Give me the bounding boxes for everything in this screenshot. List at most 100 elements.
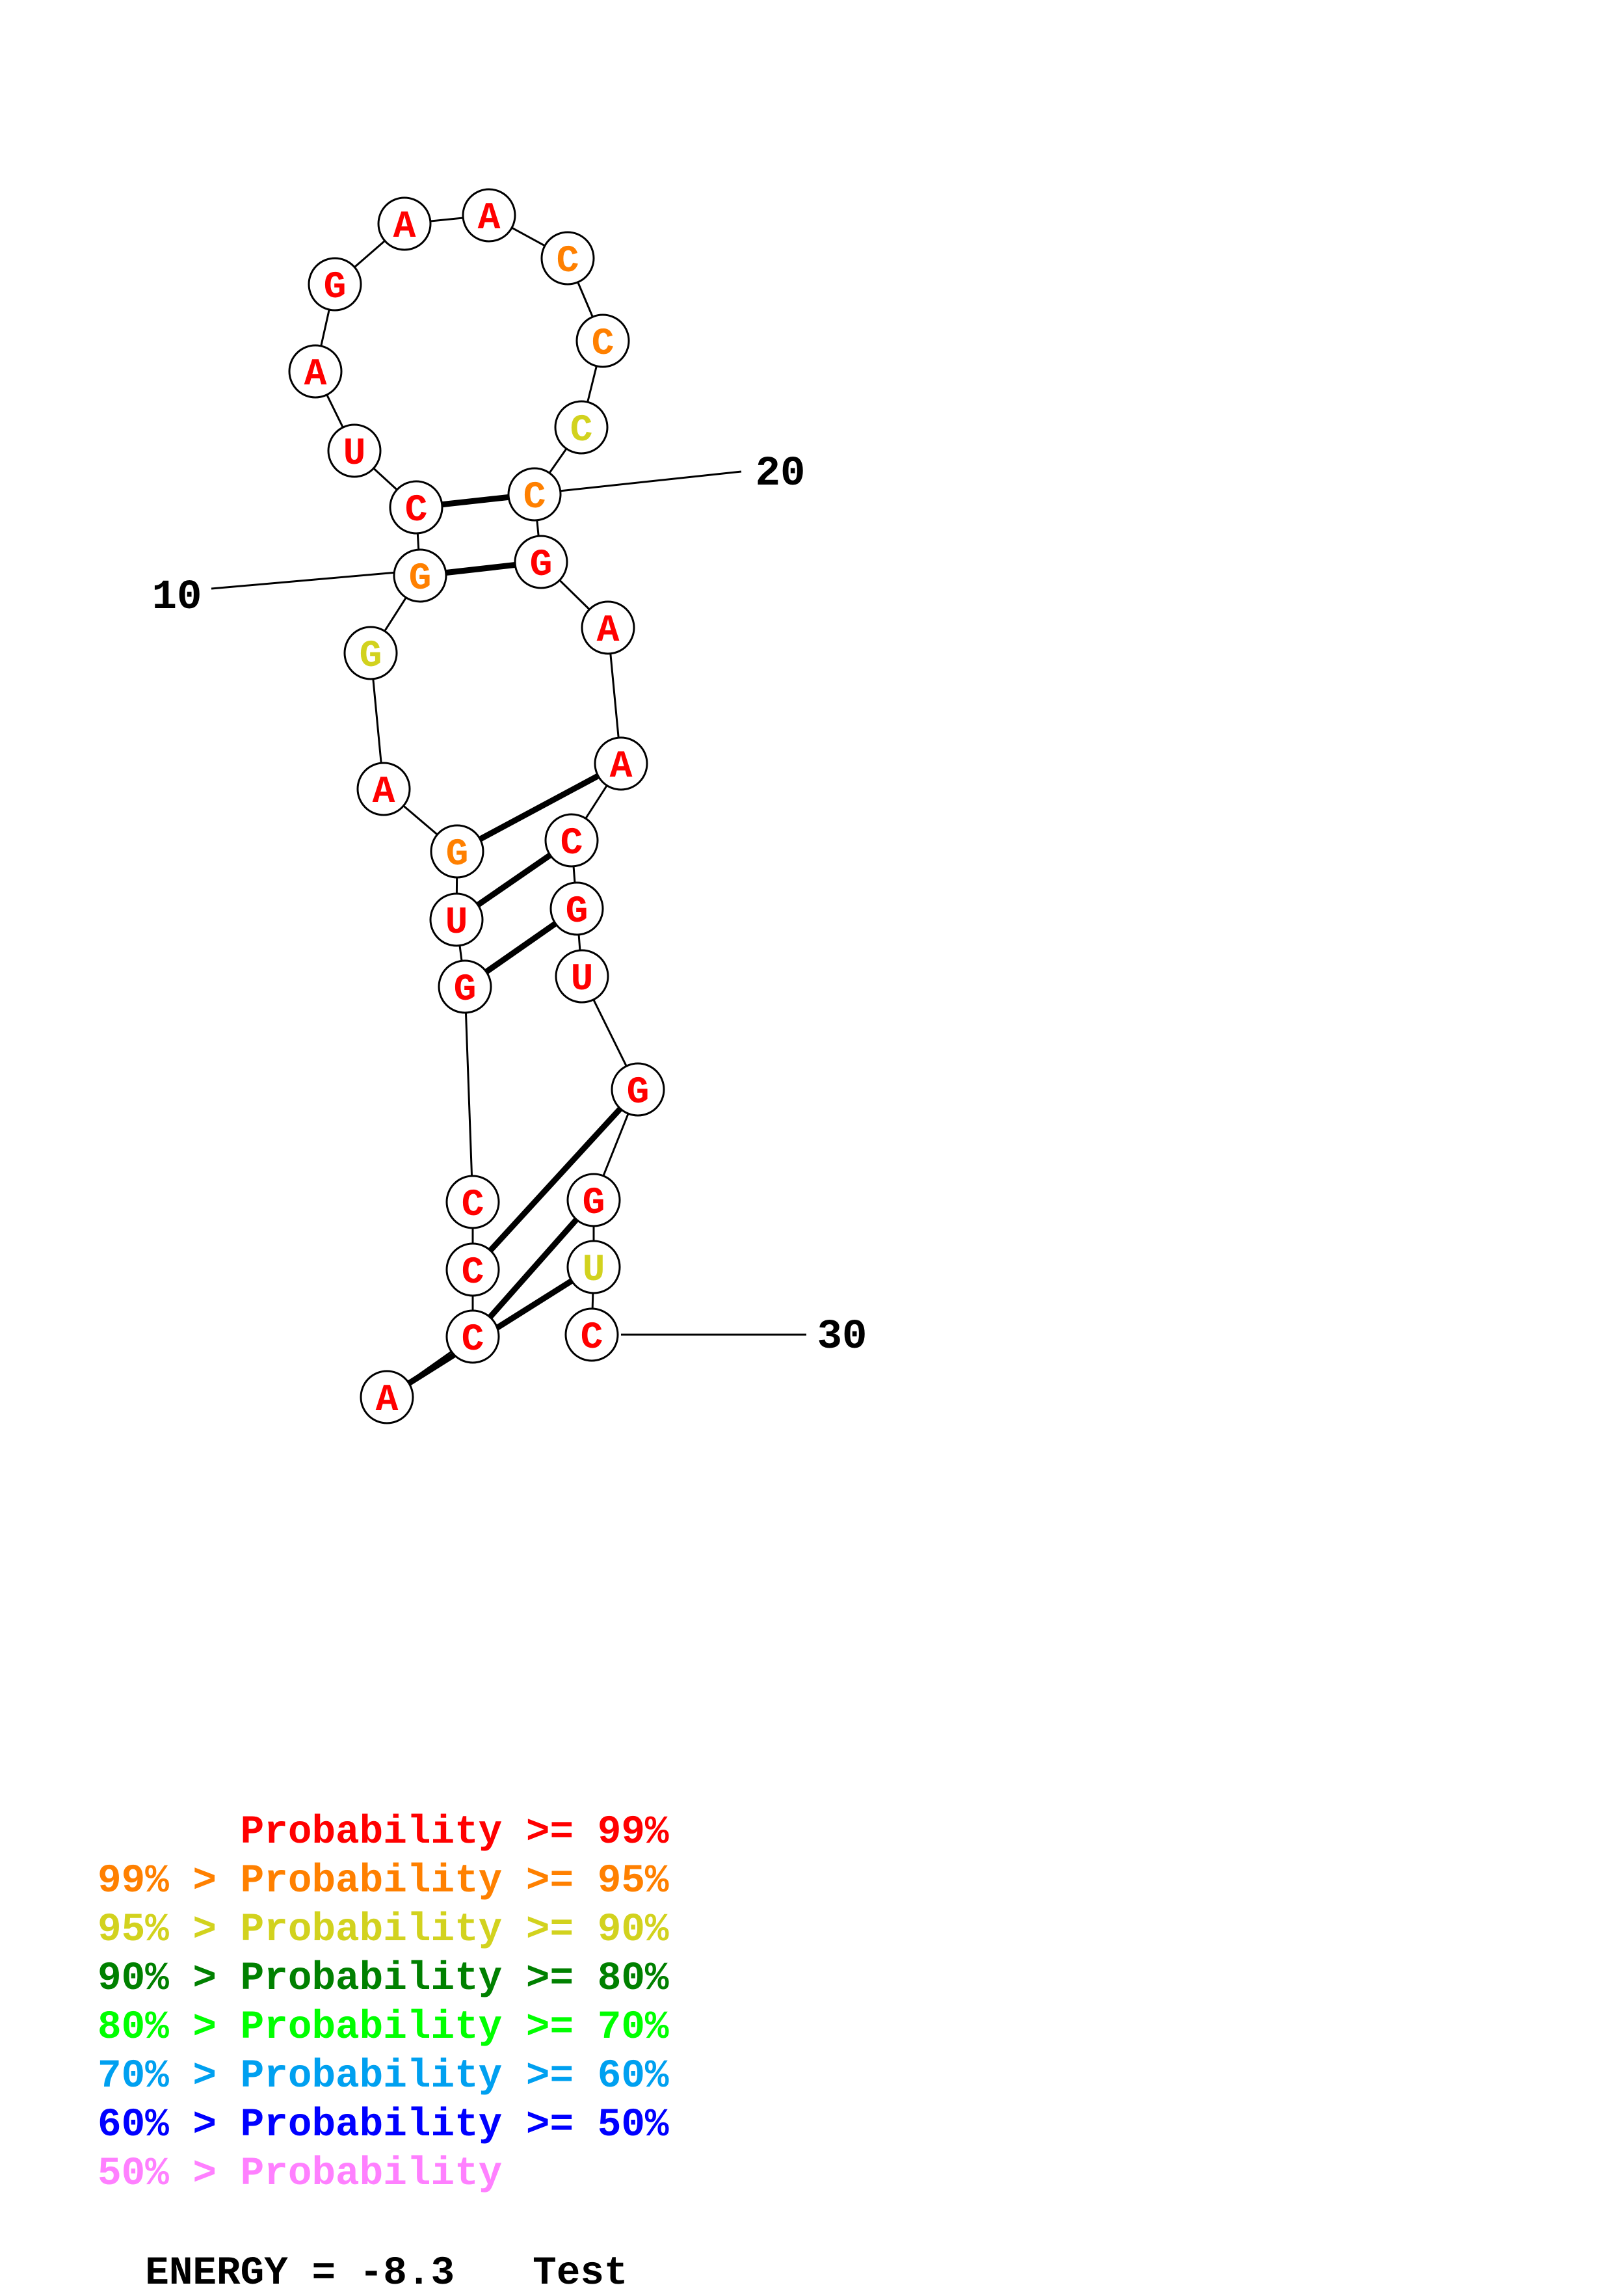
energy-footer: ENERGY = -8.3 Test (98, 2206, 628, 2296)
nucleotide-circle (514, 535, 568, 589)
nucleotide-circle (566, 1240, 621, 1294)
nucleotide-letter: C (581, 1317, 603, 1359)
legend-prefix: 50% > (98, 2152, 241, 2196)
nucleotide-letter: G (583, 1182, 605, 1225)
nucleotide-letter: U (571, 959, 594, 1001)
nucleotide: A (356, 762, 411, 816)
structure-title: Test (533, 2251, 628, 2296)
nucleotide: C (540, 231, 595, 286)
nucleotide-circle (308, 257, 362, 312)
legend-prefix: 70% > (98, 2054, 241, 2099)
legend-prefix: 90% > (98, 1956, 241, 2001)
nucleotide-letter: G (324, 267, 347, 309)
legend-row: 99% > Probability >= 95% (98, 1857, 669, 1906)
nucleotide-circle (288, 344, 343, 399)
nucleotide-letter: G (409, 558, 432, 600)
nucleotide: A (581, 600, 635, 655)
nucleotide: G (308, 257, 362, 312)
nucleotide-letter: G (454, 969, 477, 1011)
nucleotide-circle (343, 626, 398, 680)
nucleotide: C (564, 1307, 619, 1362)
nucleotide-letter: C (462, 1319, 484, 1361)
nucleotide: C (575, 314, 630, 368)
legend-row: 60% > Probability >= 50% (98, 2101, 669, 2150)
nucleotide: G (438, 959, 492, 1014)
nucleotide: A (462, 188, 516, 243)
nucleotide-circle (360, 1370, 414, 1424)
legend-label: Probability (240, 2054, 503, 2099)
legend-row: Probability >= 99% (98, 1808, 669, 1857)
nucleotide-letter: G (360, 635, 382, 678)
nucleotide-circle (462, 188, 516, 243)
energy-value: ENERGY = -8.3 (145, 2251, 455, 2296)
position-label: 30 (817, 1314, 867, 1361)
nucleotide: A (360, 1370, 414, 1424)
legend-threshold: >= 90% (502, 1908, 669, 1953)
nucleotide-letter: A (597, 610, 620, 652)
nucleotide-circle (430, 824, 484, 879)
nucleotide: A (377, 196, 432, 251)
probability-legend: Probability >= 99% 99% > Probability >= 9… (98, 1808, 669, 2198)
nucleotide-letter: G (446, 834, 469, 876)
nucleotide: C (507, 467, 562, 522)
nucleotide-circle (540, 231, 595, 286)
nucleotide-letter: A (376, 1380, 399, 1422)
nucleotide-circle (429, 892, 484, 947)
nucleotide-letter: U (445, 902, 468, 944)
position-label: 20 (756, 451, 806, 498)
nucleotide-letter: U (343, 433, 366, 475)
nucleotide: A (288, 344, 343, 399)
backbone-segment (464, 986, 474, 1203)
position-label-leader (211, 571, 397, 590)
nucleotide: G (611, 1062, 665, 1117)
nucleotide-letter: A (304, 354, 327, 396)
nucleotide: C (445, 1242, 500, 1297)
nucleotide-circle (377, 196, 432, 251)
nucleotide: G (549, 881, 604, 936)
nucleotide: G (430, 824, 484, 879)
nucleotide: G (343, 626, 398, 680)
nucleotide-circle (554, 400, 609, 455)
legend-label: Probability (240, 1908, 503, 1953)
nucleotide-letter: C (523, 477, 546, 519)
nucleotide-letter: C (557, 241, 579, 283)
nucleotide-letter: A (373, 771, 395, 814)
legend-label: Probability (240, 2103, 503, 2148)
legend-prefix: 95% > (98, 1908, 241, 1953)
nucleotide: C (389, 480, 443, 535)
base-pair-line (455, 761, 623, 854)
nucleotide-circle (549, 881, 604, 936)
nucleotide: G (514, 535, 568, 589)
legend-prefix: 80% > (98, 2005, 241, 2050)
legend-threshold: >= 99% (502, 1810, 669, 1855)
nucleotide-circle (544, 813, 599, 868)
position-label-leaders (211, 470, 806, 1336)
nucleotide-circle (393, 548, 447, 603)
nucleotide-circle (564, 1307, 619, 1362)
legend-threshold: >= 95% (502, 1859, 669, 1904)
legend-prefix: 99% > (98, 1859, 241, 1904)
nucleotide-letter: C (462, 1252, 484, 1294)
position-labels: 10 20 30 (152, 451, 867, 1361)
legend-label: Probability (240, 1859, 503, 1904)
legend-row: 50% > Probability (98, 2150, 669, 2198)
base-pair-line (470, 1087, 641, 1272)
nucleotide: C (554, 400, 609, 455)
nucleotide-letter: A (393, 206, 416, 248)
nucleotide-circle (581, 600, 635, 655)
nucleotide-circle (445, 1175, 500, 1229)
nucleotide-circle (327, 423, 382, 478)
nucleotide-circle (611, 1062, 665, 1117)
legend-label: Probability (240, 2152, 503, 2196)
nucleotide: C (544, 813, 599, 868)
nucleotide-circle (575, 314, 630, 368)
nucleotide-letter: C (592, 323, 614, 366)
nucleotide-letter: U (583, 1249, 605, 1292)
nucleotide-letter: C (405, 490, 428, 532)
nucleotide-letter: G (566, 891, 588, 933)
nucleotide-letter: A (610, 746, 633, 788)
nucleotide-circle (555, 949, 609, 1004)
legend-row: 90% > Probability >= 80% (98, 1955, 669, 2003)
nucleotide-circle (594, 736, 648, 791)
nucleotide-circle (566, 1173, 621, 1227)
